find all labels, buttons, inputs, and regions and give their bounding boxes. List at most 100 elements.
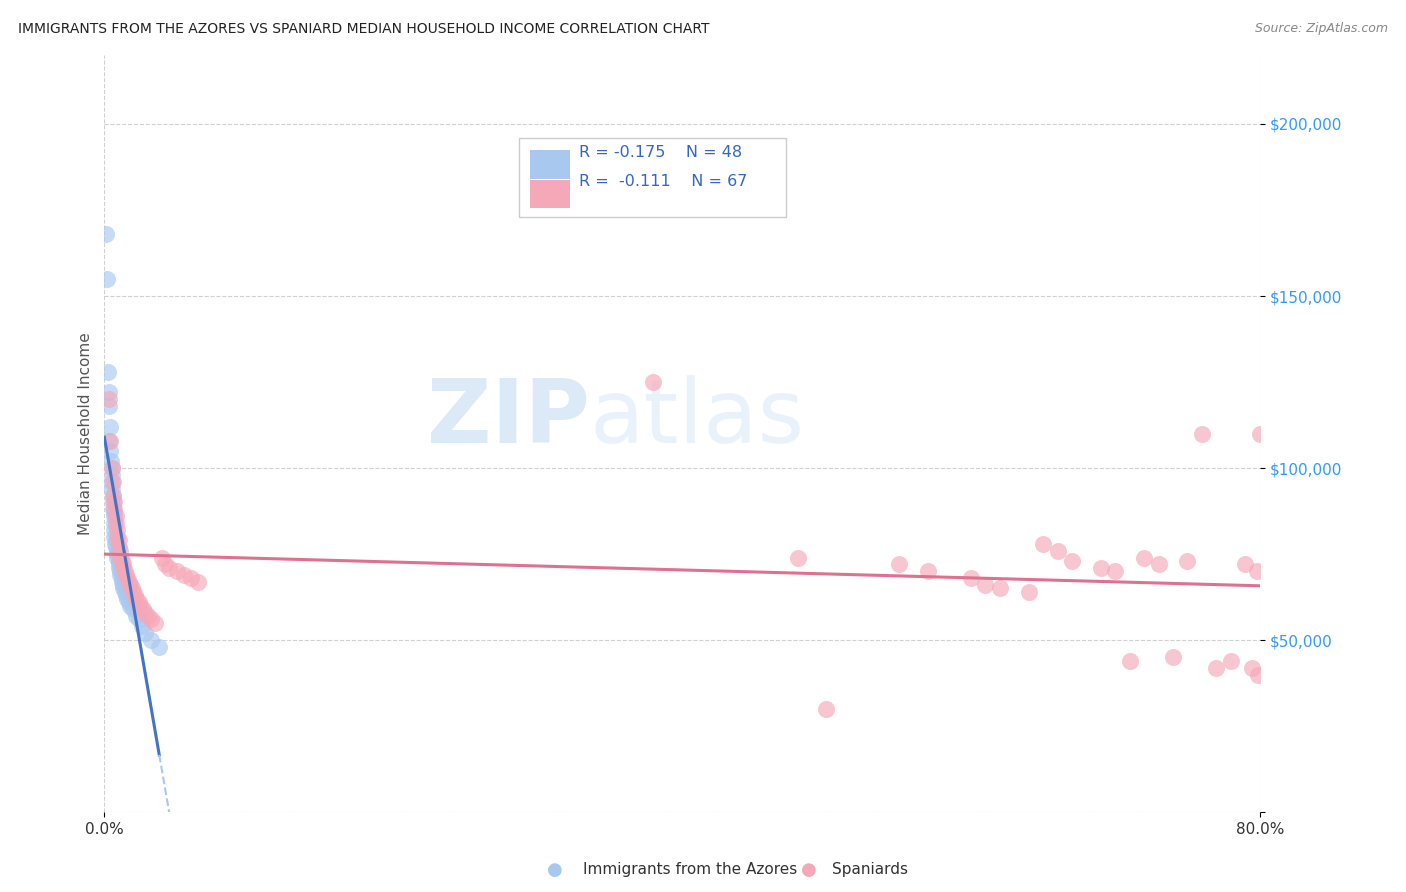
- Point: [103, 495, 125, 509]
- Point: [94, 227, 117, 241]
- Point: [153, 558, 176, 572]
- Point: [108, 558, 131, 572]
- Point: [1161, 650, 1184, 665]
- Point: [110, 543, 132, 558]
- Point: [166, 564, 188, 578]
- Point: [132, 602, 155, 616]
- Point: [105, 550, 128, 565]
- Text: ●: ●: [800, 861, 817, 879]
- Point: [643, 375, 665, 389]
- Point: [974, 578, 997, 592]
- Text: ●: ●: [547, 861, 564, 879]
- Point: [101, 482, 124, 496]
- Text: R =  -0.111    N = 67: R = -0.111 N = 67: [579, 174, 748, 189]
- Point: [110, 550, 132, 565]
- Point: [104, 540, 127, 554]
- Point: [108, 540, 131, 554]
- Point: [157, 561, 180, 575]
- Point: [100, 475, 122, 489]
- Point: [108, 561, 131, 575]
- Text: Spaniards: Spaniards: [832, 863, 908, 877]
- Point: [101, 489, 124, 503]
- Point: [108, 554, 131, 568]
- Point: [108, 533, 131, 548]
- Y-axis label: Median Household Income: Median Household Income: [79, 332, 93, 535]
- Point: [103, 523, 125, 537]
- Point: [1191, 426, 1213, 441]
- Point: [103, 516, 125, 530]
- Point: [118, 595, 141, 609]
- Point: [1247, 667, 1270, 681]
- Text: atlas: atlas: [589, 375, 804, 462]
- Point: [117, 571, 139, 585]
- Point: [122, 602, 145, 616]
- Point: [143, 615, 166, 630]
- Point: [111, 554, 134, 568]
- Point: [104, 509, 127, 524]
- Point: [112, 582, 135, 596]
- Point: [1234, 558, 1257, 572]
- Point: [1219, 654, 1241, 668]
- Point: [960, 571, 983, 585]
- Point: [110, 564, 132, 578]
- Text: IMMIGRANTS FROM THE AZORES VS SPANIARD MEDIAN HOUSEHOLD INCOME CORRELATION CHART: IMMIGRANTS FROM THE AZORES VS SPANIARD M…: [18, 22, 710, 37]
- Point: [1241, 660, 1264, 674]
- Point: [988, 582, 1011, 596]
- Point: [180, 571, 202, 585]
- Point: [112, 578, 135, 592]
- Point: [105, 523, 128, 537]
- Text: Source: ZipAtlas.com: Source: ZipAtlas.com: [1254, 22, 1388, 36]
- Point: [97, 365, 120, 379]
- Point: [887, 558, 910, 572]
- Point: [187, 574, 209, 589]
- Point: [1246, 564, 1268, 578]
- Point: [131, 619, 153, 633]
- Text: R = -0.175    N = 48: R = -0.175 N = 48: [579, 145, 742, 161]
- Point: [815, 702, 838, 716]
- Point: [1177, 554, 1199, 568]
- Point: [136, 609, 159, 624]
- Point: [124, 588, 146, 602]
- Point: [105, 547, 128, 561]
- Point: [98, 434, 121, 448]
- Point: [786, 550, 808, 565]
- Point: [112, 558, 135, 572]
- Point: [117, 591, 139, 606]
- Point: [128, 612, 150, 626]
- Point: [1118, 654, 1140, 668]
- Point: [125, 591, 148, 606]
- Point: [115, 588, 138, 602]
- Point: [134, 606, 156, 620]
- Point: [100, 467, 122, 482]
- Point: [97, 392, 120, 407]
- Point: [115, 567, 138, 582]
- Point: [120, 578, 142, 592]
- Point: [1032, 537, 1054, 551]
- Point: [97, 385, 120, 400]
- Point: [104, 516, 127, 530]
- Point: [120, 599, 142, 613]
- Point: [101, 495, 124, 509]
- Point: [118, 574, 141, 589]
- Point: [111, 574, 134, 589]
- Point: [103, 506, 125, 520]
- Point: [101, 489, 124, 503]
- Point: [128, 595, 150, 609]
- Point: [101, 502, 124, 516]
- Point: [104, 537, 127, 551]
- Point: [98, 419, 121, 434]
- Point: [100, 454, 122, 468]
- Point: [103, 502, 125, 516]
- Point: [1249, 426, 1271, 441]
- Point: [122, 585, 145, 599]
- Point: [129, 599, 152, 613]
- Text: ZIP: ZIP: [427, 375, 589, 462]
- Point: [1133, 550, 1156, 565]
- Point: [139, 633, 162, 648]
- Point: [1090, 561, 1112, 575]
- Point: [139, 612, 162, 626]
- Point: [100, 461, 122, 475]
- Point: [110, 567, 132, 582]
- Point: [111, 571, 134, 585]
- Point: [103, 509, 125, 524]
